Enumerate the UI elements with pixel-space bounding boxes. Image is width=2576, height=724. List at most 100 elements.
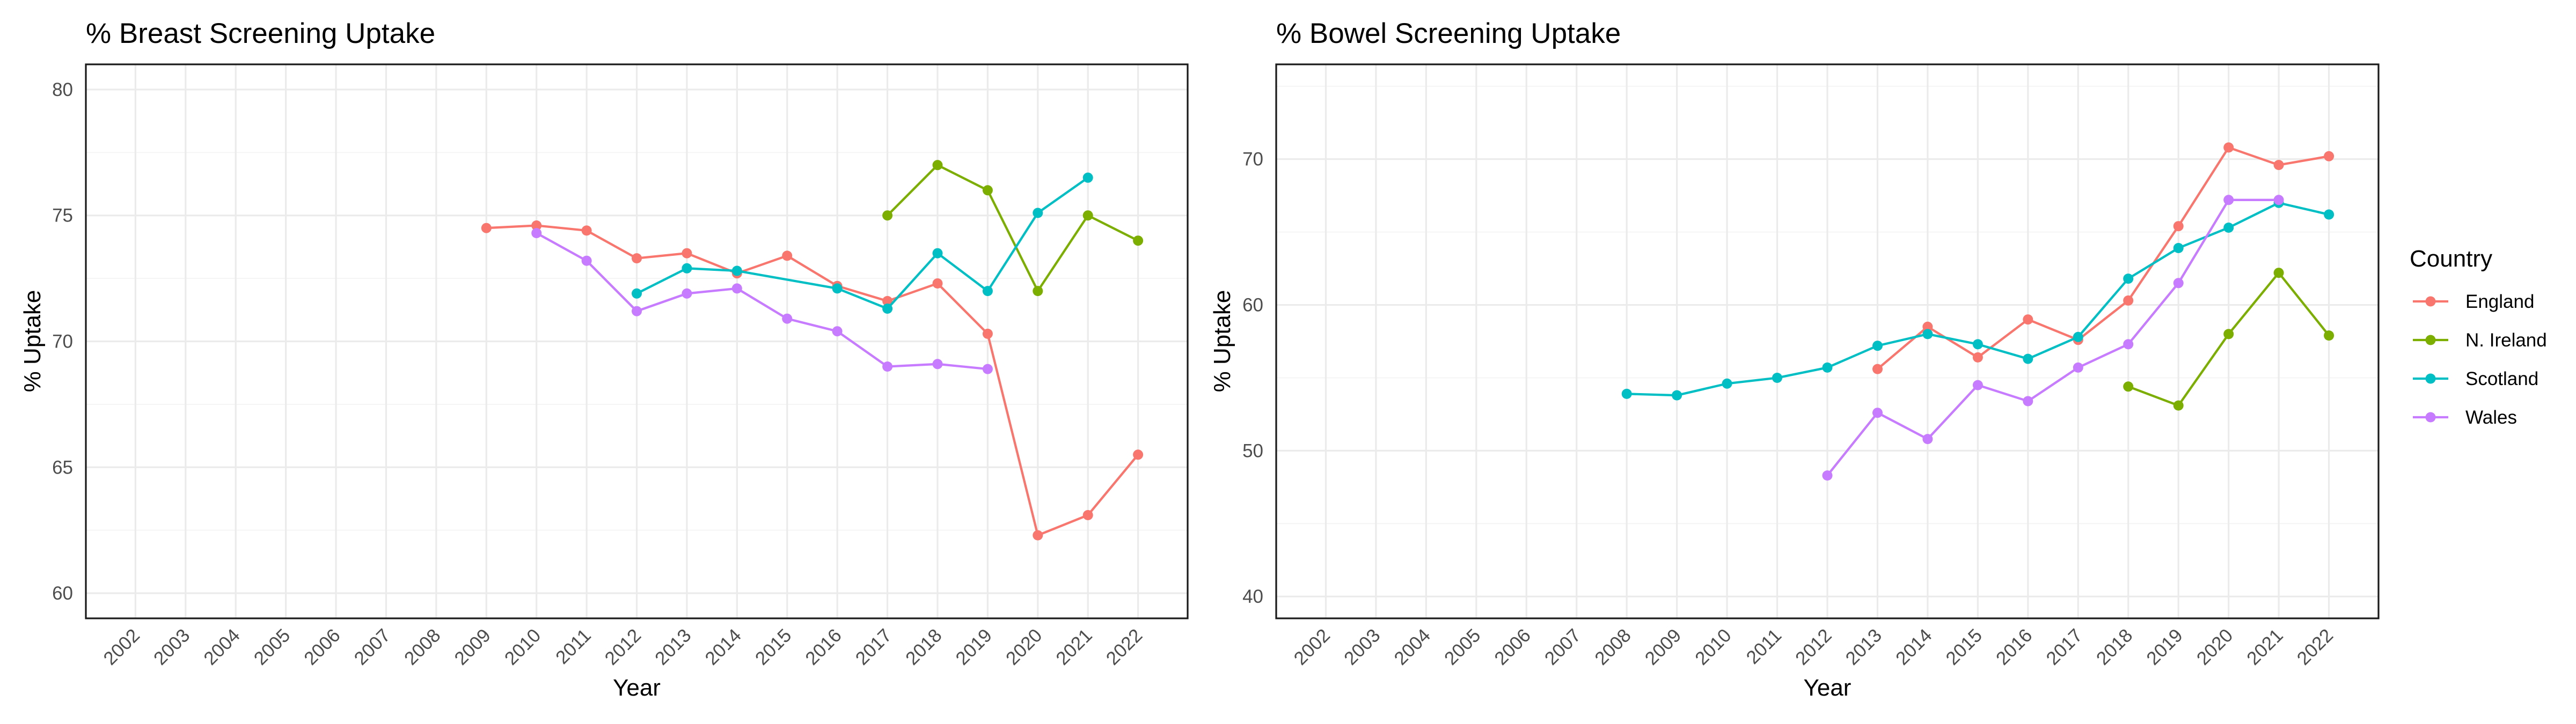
legend-title: Country [2410,246,2492,272]
x-tick-label: 2022 [2293,625,2338,669]
data-point-england [2273,160,2284,171]
x-tick-label: 2011 [1742,625,1785,668]
data-point-scotland [1672,390,1682,401]
x-tick-label: 2016 [1992,625,2037,669]
x-tick-label: 2009 [450,625,495,669]
data-point-n-ireland [2123,381,2134,392]
data-point-england [531,220,542,231]
data-point-scotland [1082,172,1093,183]
data-point-wales [682,288,692,299]
data-point-wales [2173,278,2184,289]
data-point-scotland [932,248,943,258]
x-tick-label: 2004 [1390,625,1435,669]
x-tick-label: 2006 [300,625,345,669]
data-point-wales [2023,396,2033,407]
y-tick-label: 40 [1242,586,1263,607]
x-tick-label: 2008 [1591,625,1635,669]
data-point-england [1133,449,1144,460]
x-tick-label: 2006 [1490,625,1535,669]
y-tick-label: 50 [1242,440,1263,461]
data-point-wales [882,361,893,372]
x-tick-label: 2005 [250,625,295,669]
x-tick-label: 2013 [1841,625,1886,669]
data-point-england [2223,142,2234,153]
x-tick-label: 2003 [150,625,194,669]
data-point-wales [1922,434,1933,445]
chart-title: % Breast Screening Uptake [86,18,435,49]
y-tick-label: 60 [1242,295,1263,316]
legend-label-scotland: Scotland [2465,368,2538,389]
data-point-england [682,248,692,258]
y-tick-label: 70 [52,331,73,352]
x-tick-label: 2019 [2142,625,2187,669]
x-tick-label: 2010 [501,625,545,669]
x-tick-label: 2005 [1440,625,1485,669]
x-tick-label: 2012 [601,625,646,669]
data-point-scotland [2023,353,2033,364]
data-point-scotland [832,283,843,294]
data-point-n-ireland [982,185,993,196]
y-axis-title: % Uptake [1209,290,1235,393]
x-tick-label: 2017 [852,625,896,669]
data-point-scotland [1772,373,1782,383]
data-point-england [1872,364,1883,374]
y-tick-label: 60 [52,583,73,604]
x-tick-label: 2018 [2092,625,2137,669]
data-point-n-ireland [932,160,943,171]
x-tick-label: 2015 [751,625,796,669]
data-point-england [932,278,943,289]
data-point-wales [2073,362,2083,373]
series-line-england [486,224,1139,537]
x-tick-label: 2003 [1340,625,1385,669]
chart-title: % Bowel Screening Uptake [1276,18,1621,49]
data-point-england [1033,530,1043,541]
data-point-scotland [2123,274,2134,284]
data-point-scotland [1872,341,1883,351]
y-axis-title: % Uptake [19,290,46,393]
data-point-wales [1972,380,1983,390]
legend-swatch-point-n-ireland [2425,335,2436,345]
x-tick-label: 2018 [902,625,946,669]
x-tick-label: 2011 [552,625,595,668]
data-point-scotland [1922,329,1933,339]
data-point-scotland [1722,378,1732,389]
series-line-n-ireland [887,164,1139,292]
data-point-n-ireland [2324,330,2334,341]
x-tick-label: 2019 [952,625,996,669]
legend-label-wales: Wales [2465,407,2517,428]
x-tick-label: 2017 [2042,625,2087,669]
x-axis-title: Year [1804,675,1851,701]
data-point-england [982,328,993,339]
data-point-scotland [1033,208,1043,218]
series-line-scotland [636,176,1089,310]
x-tick-label: 2013 [651,625,696,669]
x-tick-label: 2009 [1641,625,1686,669]
data-point-scotland [731,265,742,276]
data-point-wales [782,313,793,324]
x-tick-label: 2004 [200,625,244,669]
data-point-wales [731,283,742,294]
x-tick-label: 2020 [1002,625,1046,669]
data-point-scotland [2324,209,2334,220]
series-line-wales [536,232,988,371]
x-tick-label: 2012 [1791,625,1836,669]
data-point-wales [932,359,943,370]
series-line-england [1877,146,2329,370]
x-tick-label: 2016 [801,625,846,669]
data-point-england [1972,352,1983,363]
data-point-n-ireland [882,210,893,221]
x-tick-label: 2021 [1052,625,1096,669]
country-legend: Country England N. Ireland Scotland Wales [2410,246,2547,428]
data-point-wales [1872,408,1883,418]
y-tick-label: 80 [52,79,73,100]
x-tick-label: 2022 [1102,625,1147,669]
data-point-n-ireland [2173,400,2184,411]
data-point-england [581,225,592,236]
data-point-england [481,223,492,233]
data-point-n-ireland [2273,268,2284,278]
data-point-england [2173,221,2184,232]
data-point-scotland [1621,388,1632,399]
data-point-england [632,253,642,264]
plot-frame [85,63,1189,619]
